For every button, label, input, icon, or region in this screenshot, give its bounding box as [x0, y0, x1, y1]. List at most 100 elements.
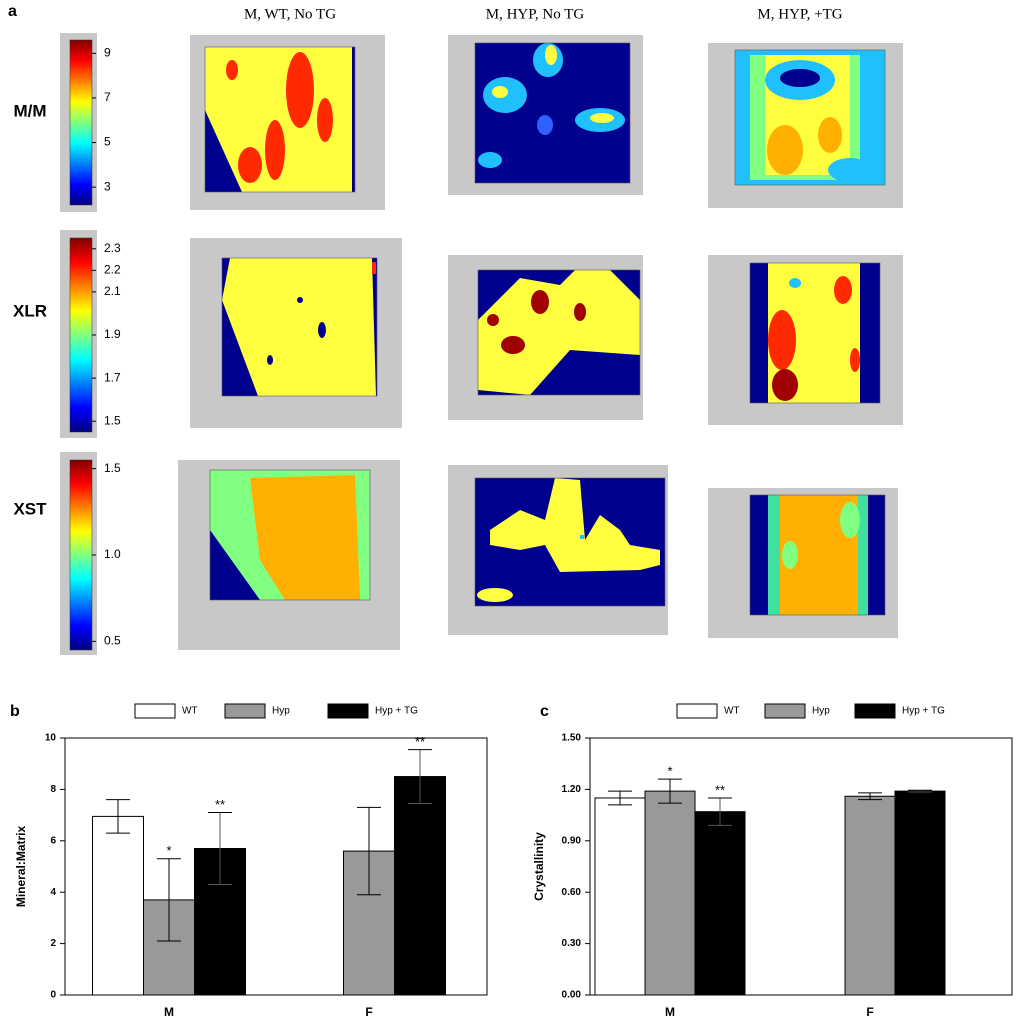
heatmap-image: [448, 35, 643, 195]
x-tick-label: M: [164, 1005, 174, 1019]
heatmap-border: [749, 494, 886, 616]
heatmap-region: [492, 86, 508, 98]
error-bar: [357, 806, 381, 896]
y-tick-label: 4: [50, 887, 56, 898]
heatmap-region: [250, 475, 360, 600]
panel-label: c: [540, 703, 549, 720]
legend-swatch: [327, 703, 369, 719]
heatmap-region: [574, 303, 586, 321]
y-tick-label: 1.20: [562, 784, 582, 795]
heatmap-region: [490, 478, 660, 572]
error-bar: [658, 778, 682, 804]
heatmap-image: [708, 255, 903, 425]
heatmap-image: [708, 43, 903, 208]
heatmap-region: [545, 45, 557, 65]
bar: [844, 795, 896, 996]
column-title: M, HYP, +TG: [757, 6, 842, 22]
bar: [92, 815, 144, 996]
heatmap-region: [768, 310, 796, 370]
heatmap-region: [850, 348, 860, 372]
legend-swatch: [854, 703, 896, 719]
y-tick-label: 0.30: [562, 938, 582, 949]
colorbar-tick-label: 1.5: [104, 461, 121, 475]
significance-mark: *: [667, 764, 672, 779]
heatmap-image: [708, 488, 898, 638]
heatmap-region: [286, 52, 314, 128]
heatmap-region: [780, 69, 820, 87]
heatmap-region: [789, 278, 801, 288]
heatmap: [750, 495, 885, 615]
colorbar: [69, 237, 93, 433]
bar: [694, 811, 746, 996]
plot-frame: [589, 737, 1013, 996]
heatmap-region: [487, 314, 499, 326]
y-tick-label: 10: [45, 733, 57, 744]
heatmap: [475, 43, 630, 183]
heatmap-region: [478, 152, 502, 168]
heatmap-region: [317, 98, 333, 142]
panel-label: a: [8, 3, 17, 20]
heatmap: [735, 50, 885, 185]
heatmap-border: [749, 262, 881, 404]
colorbar: [69, 39, 93, 206]
error-bar: [608, 790, 632, 806]
colorbar-tick-label: 1.5: [104, 413, 121, 427]
y-tick-label: 6: [50, 835, 56, 846]
row-label: M/M: [13, 101, 46, 120]
heatmap-region: [537, 115, 553, 135]
colorbar-tick-label: 2.2: [104, 263, 121, 277]
significance-mark: **: [215, 797, 225, 812]
heatmap-region: [818, 117, 842, 153]
heatmap-border: [477, 269, 641, 396]
heatmap-region: [580, 535, 584, 539]
plot-frame: [64, 737, 488, 996]
heatmap-region: [226, 60, 238, 80]
heatmap: [475, 478, 665, 606]
colorbar-tick-label: 3: [104, 179, 111, 193]
column-title: M, WT, No TG: [244, 6, 336, 22]
y-axis-label: Mineral:Matrix: [14, 826, 28, 908]
legend-label: Hyp + TG: [902, 706, 945, 717]
colorbar-tick-label: 0.5: [104, 634, 121, 648]
heatmap-region: [222, 258, 376, 396]
error-bar: [408, 749, 432, 805]
y-tick-label: 0: [50, 990, 56, 1001]
heatmap-border: [204, 46, 356, 193]
heatmap-region: [501, 336, 525, 354]
heatmap-region: [767, 125, 803, 175]
error-bar: [208, 812, 232, 885]
colorbar-tick-label: 2.1: [104, 284, 121, 298]
heatmap-region: [297, 297, 303, 303]
heatmap-region: [267, 355, 273, 365]
colorbar: [69, 459, 93, 651]
heatmap-image: [190, 35, 385, 210]
heatmap-region: [834, 276, 852, 304]
colorbar-tick-label: 5: [104, 135, 111, 149]
heatmap-region: [782, 541, 798, 569]
x-tick-label: M: [665, 1005, 675, 1019]
x-tick-label: F: [365, 1005, 372, 1019]
error-bar: [106, 799, 130, 834]
significance-mark: **: [415, 734, 425, 749]
legend-label: Hyp: [812, 706, 830, 717]
heatmap: [210, 470, 370, 600]
heatmap-image: [178, 460, 400, 650]
y-tick-label: 2: [50, 938, 56, 949]
bar: [894, 790, 946, 996]
column-title: M, HYP, No TG: [486, 6, 585, 22]
heatmap-region: [840, 502, 860, 538]
significance-mark: *: [166, 843, 171, 858]
bar: [594, 797, 646, 996]
heatmap-region: [772, 369, 798, 401]
legend-label: Hyp: [272, 706, 290, 717]
heatmap-image: [448, 465, 668, 635]
heatmap-border: [221, 257, 378, 397]
legend-swatch: [224, 703, 266, 719]
y-tick-label: 0.00: [562, 990, 582, 1001]
bar: [644, 790, 696, 996]
legend-swatch: [764, 703, 806, 719]
heatmap-region: [590, 113, 614, 123]
heatmap: [222, 258, 377, 396]
legend-swatch: [134, 703, 176, 719]
